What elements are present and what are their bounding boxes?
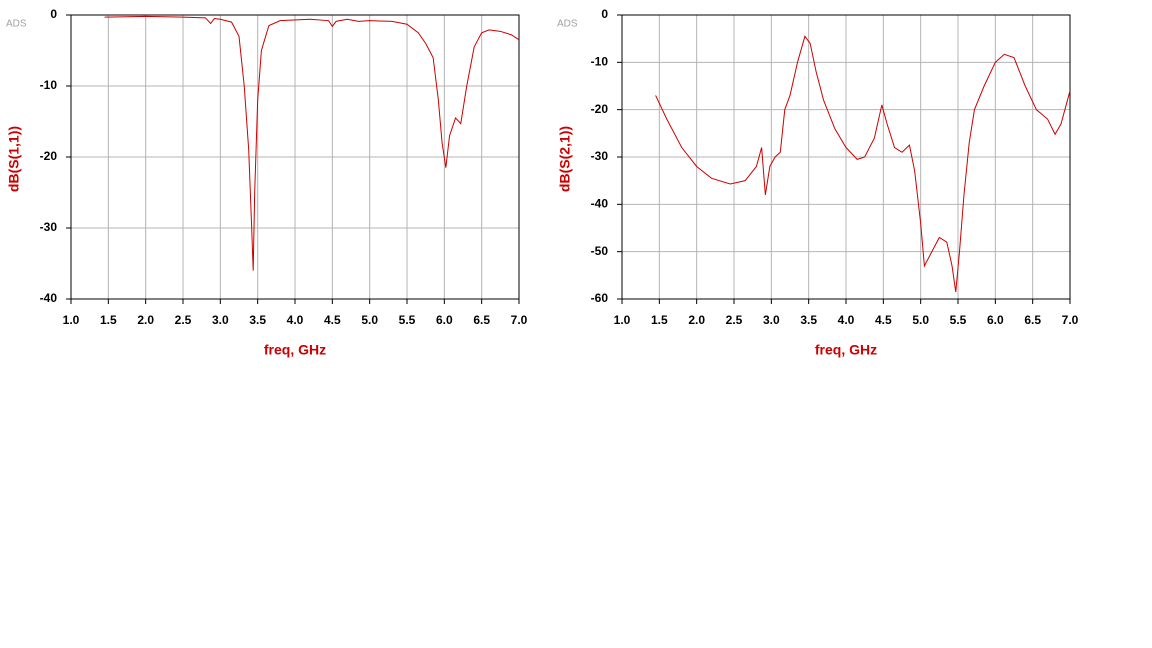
x-tick-label: 3.0 <box>763 313 780 327</box>
x-tick-label: 1.0 <box>614 313 631 327</box>
x-tick-label: 2.5 <box>726 313 743 327</box>
y-tick-label: -10 <box>591 55 609 69</box>
x-tick-label: 5.0 <box>361 313 378 327</box>
watermark: ADS <box>6 19 27 30</box>
x-tick-label: 4.0 <box>287 313 304 327</box>
y-tick-label: -20 <box>591 102 609 116</box>
x-tick-label: 6.0 <box>987 313 1004 327</box>
y-tick-label: -30 <box>591 149 609 163</box>
y-tick-label: -40 <box>591 197 609 211</box>
chart: ADS 0 -10 -20 -30 -40 -50 -60 1.0 1.5 2.0 2.5 3.0 3.5… <box>557 7 1079 358</box>
data-line <box>655 35 1071 292</box>
x-tick-label: 3.5 <box>249 313 266 327</box>
x-tick-label: 6.5 <box>473 313 490 327</box>
x-tick-label: 5.5 <box>950 313 967 327</box>
x-tick-label: 5.5 <box>399 313 416 327</box>
y-tick-label: 0 <box>601 7 608 21</box>
x-axis-label: freq, GHz <box>264 342 326 358</box>
y-tick-label: -10 <box>40 78 58 92</box>
x-tick-label: 5.0 <box>912 313 929 327</box>
x-tick-label: 1.5 <box>651 313 668 327</box>
y-tick-label: -40 <box>40 291 58 305</box>
y-axis-label: dB(S(1,1)) <box>6 126 22 192</box>
x-tick-label: 1.5 <box>100 313 117 327</box>
x-tick-label: 2.0 <box>137 313 154 327</box>
x-tick-label: 4.0 <box>838 313 855 327</box>
x-tick-label: 2.0 <box>688 313 705 327</box>
x-axis-label: freq, GHz <box>815 342 877 358</box>
watermark: ADS <box>557 19 578 30</box>
plot-frame <box>621 14 1071 300</box>
y-tick-label: -50 <box>591 244 609 258</box>
y-axis-label: dB(S(2,1)) <box>557 126 573 192</box>
x-tick-label: 1.0 <box>63 313 80 327</box>
x-tick-label: 3.5 <box>800 313 817 327</box>
x-tick-label: 4.5 <box>324 313 341 327</box>
chart: ADS 0 -10 -20 -30 -40 1.0 1.5 2.0 2.5 3.0 3.5 4.0 4.5… <box>6 7 528 358</box>
x-tick-label: 2.5 <box>175 313 192 327</box>
x-tick-label: 7.0 <box>1062 313 1079 327</box>
y-tick-label: 0 <box>50 7 57 21</box>
y-tick-label: -30 <box>40 220 58 234</box>
x-tick-label: 6.5 <box>1024 313 1041 327</box>
y-tick-label: -60 <box>591 291 609 305</box>
y-tick-label: -20 <box>40 149 58 163</box>
plot-frame <box>70 14 520 300</box>
x-tick-label: 4.5 <box>875 313 892 327</box>
data-line <box>104 15 520 271</box>
x-tick-label: 3.0 <box>212 313 229 327</box>
x-tick-label: 6.0 <box>436 313 453 327</box>
x-tick-label: 7.0 <box>511 313 528 327</box>
